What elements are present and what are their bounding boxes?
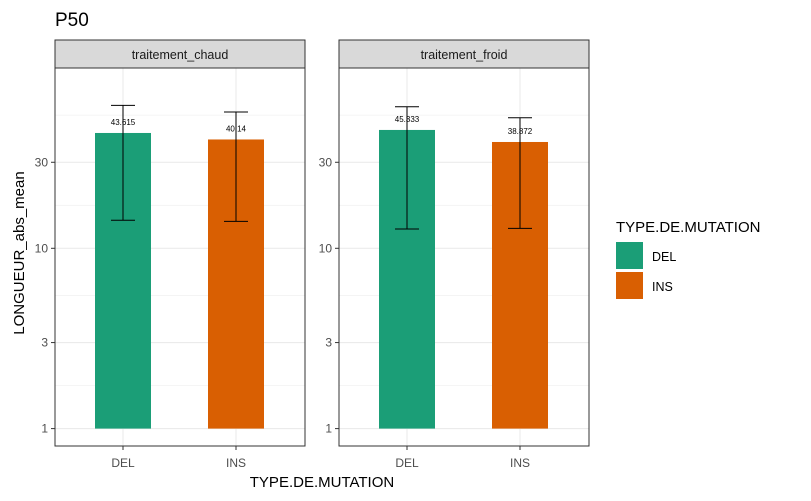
panel-background (55, 68, 305, 446)
legend-swatch (616, 242, 643, 269)
panel-border (54, 67, 306, 447)
x-tick-label: INS (226, 456, 246, 470)
legend-item-ins: INS (616, 272, 673, 299)
legend-title: TYPE.DE.MUTATION (616, 219, 760, 236)
facet-panel-0: traitement_chaud 43.615 40.14 1 3 10 30 DEL INS (35, 39, 306, 470)
legend-item-del: DEL (616, 242, 676, 269)
error-bar (111, 104, 135, 221)
y-tick-label: 10 (35, 241, 49, 255)
data-label: 40.14 (226, 124, 247, 133)
panel-background (339, 68, 589, 446)
x-tick-label: DEL (395, 456, 419, 470)
data-label: 43.615 (111, 118, 136, 127)
legend-label: DEL (652, 250, 676, 264)
error-bar (395, 106, 419, 230)
y-tick-label: 3 (325, 336, 332, 350)
data-label: 38.872 (508, 127, 533, 136)
x-tick-label: DEL (111, 456, 135, 470)
x-tick-label: INS (510, 456, 530, 470)
legend-swatch (616, 272, 643, 299)
legend: TYPE.DE.MUTATION DEL INS (616, 219, 760, 299)
y-tick-label: 1 (41, 422, 48, 436)
legend-label: INS (652, 280, 673, 294)
chart-title: P50 (55, 10, 89, 31)
y-tick-label: 30 (35, 155, 49, 169)
panel-border (338, 67, 590, 447)
y-tick-label: 1 (325, 422, 332, 436)
error-bar (508, 117, 532, 229)
error-bar (224, 111, 248, 222)
x-axis-title: TYPE.DE.MUTATION (250, 474, 394, 491)
y-tick-label: 30 (319, 155, 333, 169)
data-label: 45.333 (395, 115, 420, 124)
facet-strip (54, 39, 306, 69)
facet-strip-label: traitement_chaud (132, 48, 229, 62)
y-tick-label: 10 (319, 241, 333, 255)
facet-strip-label: traitement_froid (421, 48, 508, 62)
y-axis-title: LONGUEUR_abs_mean (11, 171, 28, 334)
facet-panel-1: traitement_froid 45.333 38.872 1 3 10 30 DEL INS (319, 39, 590, 470)
y-tick-label: 3 (41, 336, 48, 350)
